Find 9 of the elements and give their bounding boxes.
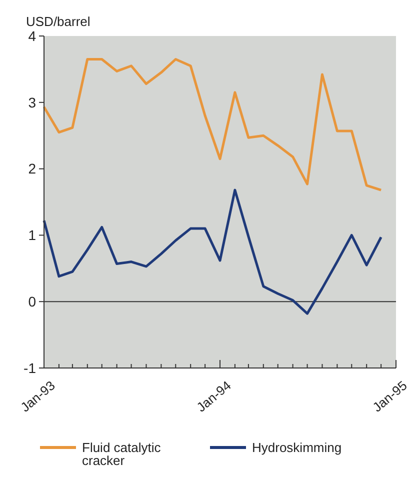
y-tick-label: 4 xyxy=(28,28,36,44)
y-tick-label: 1 xyxy=(28,227,36,244)
y-axis-title: USD/barrel xyxy=(26,14,90,29)
y-tick-label: -1 xyxy=(24,360,36,376)
legend-label: Fluid catalytic cracker xyxy=(82,440,162,468)
y-tick-label: 0 xyxy=(28,294,36,310)
legend-label: Hydroskimming xyxy=(252,440,342,455)
y-tick-label: 2 xyxy=(28,160,36,177)
y-tick-label: 3 xyxy=(28,94,36,110)
